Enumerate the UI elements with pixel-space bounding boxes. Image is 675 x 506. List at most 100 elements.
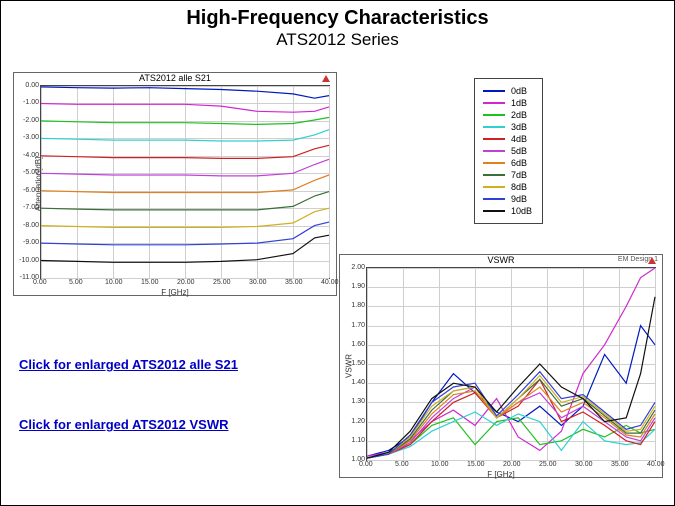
legend-item: 0dB: [483, 85, 532, 97]
chart-s21: ATS2012 alle S21 Attenuation[dB] F [GHz]…: [13, 72, 337, 296]
chart-s21-title: ATS2012 alle S21: [14, 73, 336, 83]
x-tick: 40.00: [647, 461, 665, 468]
chart-vswr-plot: 0.005.0010.0015.0020.0025.0030.0035.0040…: [366, 267, 656, 461]
y-tick: -4.00: [23, 152, 39, 159]
x-tick: 10.00: [105, 279, 123, 286]
data-series: [41, 222, 329, 245]
data-series: [367, 268, 655, 456]
legend-swatch: [483, 138, 505, 140]
x-tick: 20.00: [503, 461, 521, 468]
y-tick: -3.00: [23, 134, 39, 141]
x-tick: 30.00: [249, 279, 267, 286]
data-series: [41, 159, 329, 176]
link-enlarged-vswr[interactable]: Click for enlarged ATS2012 VSWR: [19, 417, 229, 432]
legend-swatch: [483, 150, 505, 152]
data-series: [367, 387, 655, 458]
y-tick: 1.60: [351, 341, 365, 348]
legend-swatch: [483, 210, 505, 212]
chart-vswr-xlabel: F [GHz]: [340, 470, 662, 479]
legend-label: 4dB: [511, 134, 527, 144]
y-tick: -7.00: [23, 204, 39, 211]
y-tick: -5.00: [23, 169, 39, 176]
x-tick: 15.00: [467, 461, 485, 468]
legend-label: 0dB: [511, 86, 527, 96]
legend-label: 10dB: [511, 206, 532, 216]
marker-icon: [648, 257, 656, 264]
legend-label: 9dB: [511, 194, 527, 204]
marker-icon: [322, 75, 330, 82]
legend-label: 1dB: [511, 98, 527, 108]
y-tick: 0.00: [25, 82, 39, 89]
y-tick: -1.00: [23, 99, 39, 106]
x-tick: 15.00: [141, 279, 159, 286]
legend-swatch: [483, 198, 505, 200]
y-tick: 1.70: [351, 322, 365, 329]
y-tick: 1.20: [351, 418, 365, 425]
y-tick: 1.10: [351, 437, 365, 444]
y-tick: 1.50: [351, 360, 365, 367]
x-tick: 35.00: [611, 461, 629, 468]
x-tick: 5.00: [395, 461, 409, 468]
legend-item: 5dB: [483, 145, 532, 157]
y-tick: -10.00: [19, 257, 39, 264]
legend-label: 5dB: [511, 146, 527, 156]
legend-item: 8dB: [483, 181, 532, 193]
y-tick: 1.30: [351, 398, 365, 405]
data-series: [41, 87, 329, 98]
x-tick: 30.00: [575, 461, 593, 468]
y-tick: 1.80: [351, 302, 365, 309]
y-tick: 2.00: [351, 264, 365, 271]
data-series: [41, 104, 329, 113]
x-tick: 35.00: [285, 279, 303, 286]
legend-swatch: [483, 174, 505, 176]
link-enlarged-s21[interactable]: Click for enlarged ATS2012 alle S21: [19, 357, 238, 372]
legend-item: 4dB: [483, 133, 532, 145]
legend-item: 2dB: [483, 109, 532, 121]
y-tick: 1.40: [351, 379, 365, 386]
legend: 0dB 1dB 2dB 3dB 4dB 5dB 6dB 7dB 8dB 9dB 10dB: [474, 78, 543, 224]
x-tick: 5.00: [69, 279, 83, 286]
data-series: [367, 387, 655, 458]
x-tick: 40.00: [321, 279, 339, 286]
x-tick: 25.00: [539, 461, 557, 468]
data-series: [41, 130, 329, 141]
x-tick: 10.00: [431, 461, 449, 468]
page-subtitle: ATS2012 Series: [1, 30, 674, 50]
y-tick: 1.00: [351, 456, 365, 463]
y-tick: 1.90: [351, 283, 365, 290]
data-series: [41, 117, 329, 124]
y-tick: -11.00: [20, 274, 39, 281]
legend-label: 2dB: [511, 110, 527, 120]
data-series: [41, 208, 329, 227]
data-series: [367, 376, 655, 459]
chart-vswr-title: VSWR: [340, 255, 662, 265]
y-tick: -6.00: [23, 187, 39, 194]
y-tick: -8.00: [23, 222, 39, 229]
legend-swatch: [483, 162, 505, 164]
data-series: [41, 175, 329, 193]
legend-item: 9dB: [483, 193, 532, 205]
legend-item: 10dB: [483, 205, 532, 217]
legend-item: 3dB: [483, 121, 532, 133]
chart-vswr: VSWR EM Design 1 VSWR F [GHz] 0.005.0010…: [339, 254, 663, 478]
chart-s21-xlabel: F [GHz]: [14, 288, 336, 297]
data-series: [367, 297, 655, 458]
legend-item: 1dB: [483, 97, 532, 109]
x-tick: 25.00: [213, 279, 231, 286]
x-tick: 20.00: [177, 279, 195, 286]
data-series: [41, 145, 329, 158]
chart-s21-plot: 0.005.0010.0015.0020.0025.0030.0035.0040…: [40, 85, 330, 279]
legend-swatch: [483, 114, 505, 116]
page-title: High-Frequency Characteristics: [1, 7, 674, 30]
legend-label: 6dB: [511, 158, 527, 168]
legend-swatch: [483, 102, 505, 104]
legend-swatch: [483, 126, 505, 128]
y-tick: -2.00: [23, 117, 39, 124]
legend-label: 8dB: [511, 182, 527, 192]
legend-item: 6dB: [483, 157, 532, 169]
legend-item: 7dB: [483, 169, 532, 181]
data-series: [41, 192, 329, 210]
legend-swatch: [483, 186, 505, 188]
legend-label: 7dB: [511, 170, 527, 180]
legend-label: 3dB: [511, 122, 527, 132]
